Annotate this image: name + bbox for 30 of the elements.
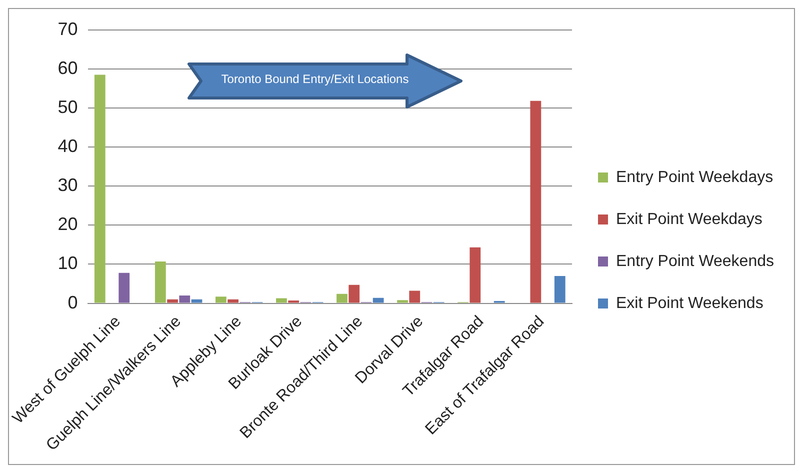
y-tick-label: 40 [58, 136, 78, 156]
y-tick-label: 60 [58, 58, 78, 78]
bar [470, 247, 481, 303]
bar [228, 299, 238, 303]
bar [348, 284, 360, 303]
bar [118, 272, 130, 303]
y-tick-label: 70 [58, 18, 78, 39]
legend-label: Entry Point Weekends [616, 252, 774, 270]
bar [336, 294, 348, 303]
legend-label: Entry Point Weekdays [616, 168, 774, 186]
y-tick-label: 10 [58, 253, 78, 274]
bar [554, 276, 566, 303]
bar [216, 296, 226, 303]
bar [94, 74, 106, 303]
bar [530, 100, 542, 303]
bar [167, 299, 178, 303]
bar [372, 298, 384, 303]
bar [191, 299, 202, 303]
bar [409, 290, 420, 303]
y-tick-label: 0 [68, 292, 78, 312]
y-tick-label: 30 [58, 175, 78, 196]
annotation: Toronto Bound Entry/Exit Locations [220, 72, 410, 86]
bar [179, 295, 190, 303]
legend-label: Exit Point Weekends [616, 294, 764, 312]
bar [154, 261, 166, 303]
y-tick-label: 50 [58, 96, 78, 117]
bar [397, 300, 408, 303]
bar [276, 298, 287, 303]
legend-label: Exit Point Weekdays [616, 210, 762, 228]
y-tick-label: 20 [58, 214, 78, 234]
